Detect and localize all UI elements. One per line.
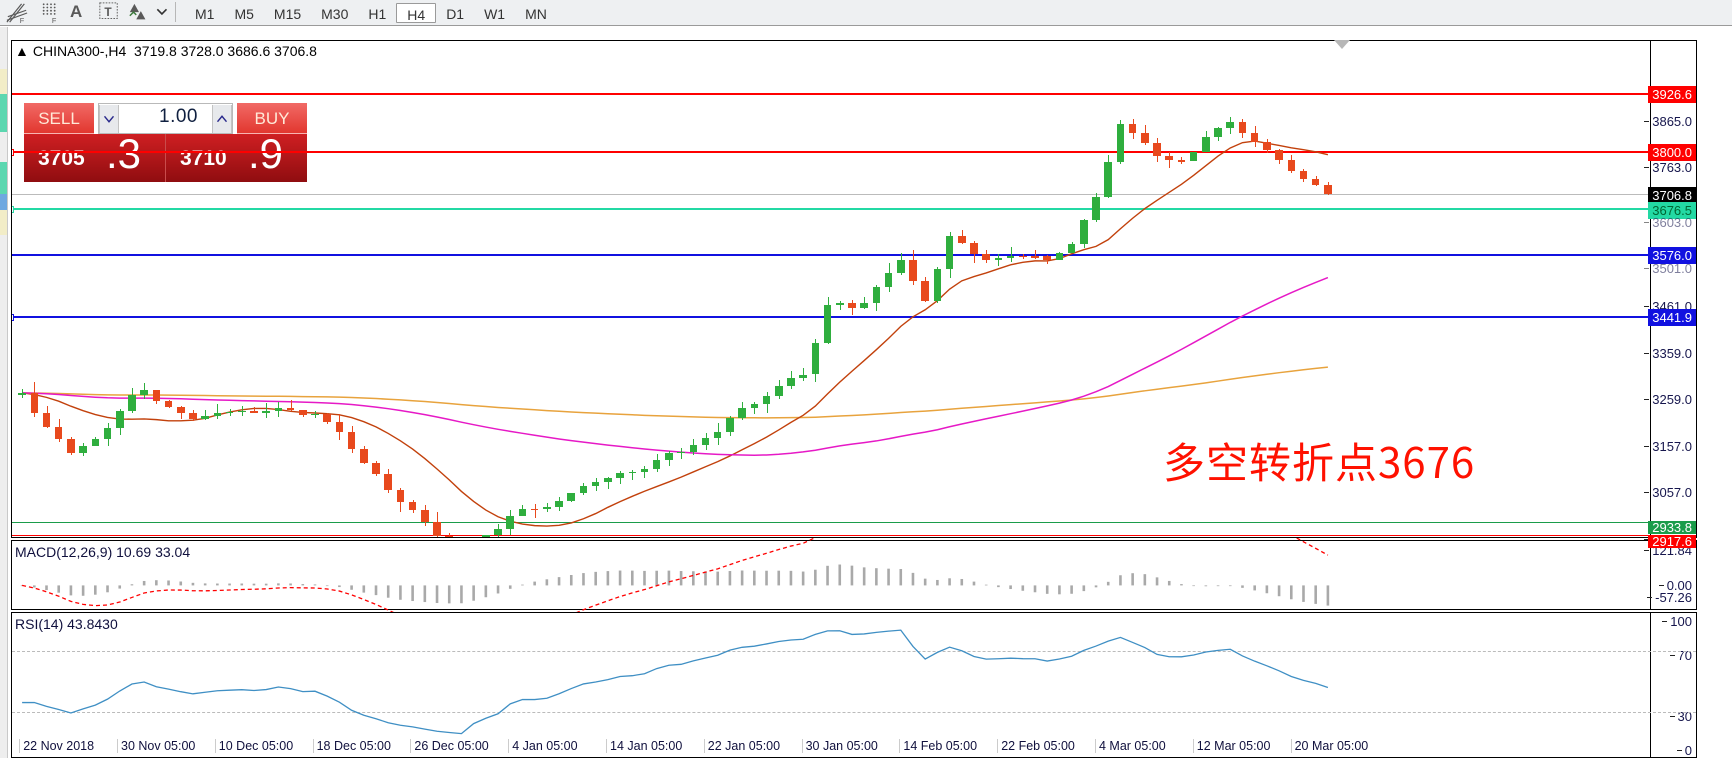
svg-text:F: F (20, 16, 25, 24)
svg-text:F: F (52, 16, 57, 24)
svg-text:T: T (104, 5, 112, 19)
